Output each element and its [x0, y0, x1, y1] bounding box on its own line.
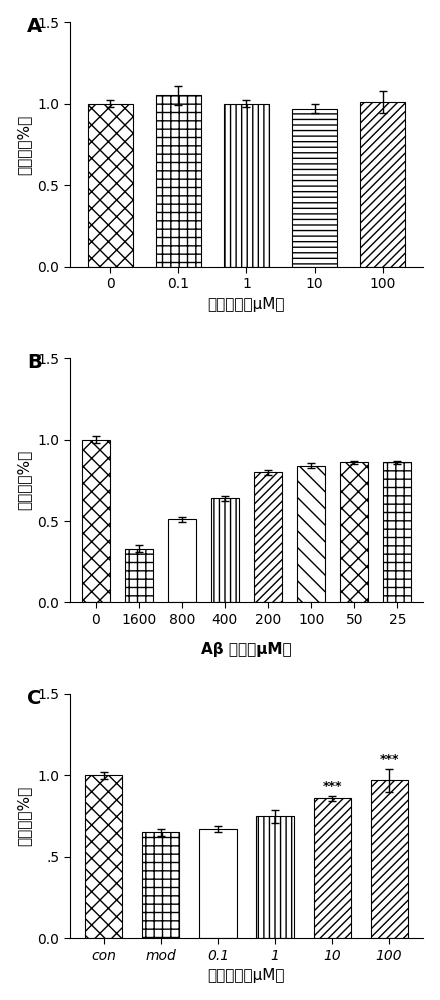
- Bar: [314, 798, 351, 938]
- Bar: [125, 549, 153, 602]
- Bar: [360, 102, 405, 267]
- Y-axis label: 存活率（%）: 存活率（%）: [17, 786, 32, 846]
- Bar: [211, 498, 239, 602]
- Text: ***: ***: [323, 780, 342, 793]
- Bar: [370, 780, 407, 938]
- Text: A: A: [27, 17, 42, 36]
- Text: C: C: [27, 689, 41, 708]
- Bar: [156, 95, 201, 267]
- Bar: [88, 104, 132, 267]
- Text: Aβ 浓度（μM）: Aβ 浓度（μM）: [201, 642, 292, 657]
- Bar: [254, 472, 282, 602]
- Y-axis label: 存活率（%）: 存活率（%）: [17, 450, 32, 510]
- X-axis label: 短肽浓度（μM）: 短肽浓度（μM）: [208, 297, 285, 312]
- Bar: [81, 440, 110, 602]
- X-axis label: 短肽浓度（μM）: 短肽浓度（μM）: [208, 968, 285, 983]
- Bar: [293, 109, 337, 267]
- Text: B: B: [27, 353, 42, 372]
- Bar: [143, 832, 180, 938]
- Bar: [257, 816, 293, 938]
- Bar: [85, 775, 122, 938]
- Bar: [224, 104, 268, 267]
- Y-axis label: 存活率（%）: 存活率（%）: [17, 114, 32, 175]
- Text: ***: ***: [379, 753, 399, 766]
- Bar: [199, 829, 237, 938]
- Bar: [383, 462, 411, 602]
- Bar: [168, 519, 196, 602]
- Bar: [340, 462, 368, 602]
- Bar: [297, 466, 325, 602]
